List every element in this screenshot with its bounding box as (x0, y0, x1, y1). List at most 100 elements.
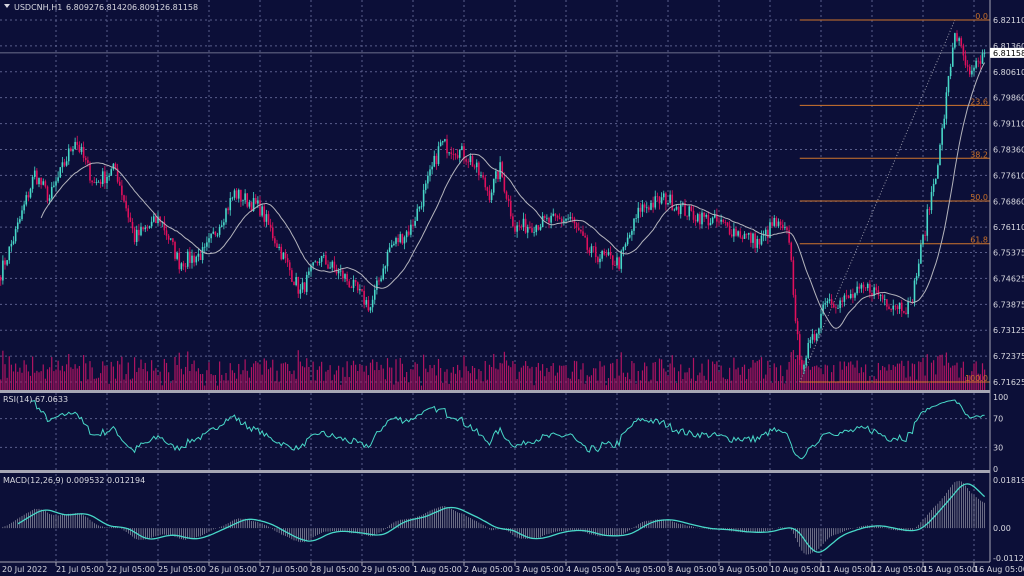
volume-bar (973, 363, 975, 390)
volume-bar (690, 378, 692, 390)
candle-body (463, 146, 465, 160)
volume-bar (905, 377, 907, 390)
candle-body (248, 202, 251, 207)
candle-body (620, 250, 623, 269)
volume-bar (155, 368, 157, 390)
candle-body (711, 217, 714, 223)
volume-bar (480, 371, 482, 390)
volume-bar (831, 372, 833, 390)
candle-body (284, 252, 287, 259)
candle-body (61, 162, 64, 168)
volume-bar (752, 359, 754, 390)
candle-body (280, 246, 283, 260)
candle-body (490, 192, 493, 201)
candle-body (771, 222, 773, 226)
candle-body (773, 217, 776, 226)
candle-body (176, 252, 178, 259)
volume-bar (261, 374, 263, 390)
volume-bar (699, 372, 701, 390)
candle-body (344, 274, 346, 279)
candle-body (754, 233, 756, 248)
candle-body (852, 294, 854, 298)
volume-bar (46, 369, 49, 390)
candle-body (741, 237, 744, 239)
candle-body (441, 141, 444, 143)
volume-bar (340, 384, 342, 390)
volume-bar (259, 364, 261, 390)
candle-body (150, 221, 153, 227)
volume-bar (981, 363, 984, 390)
candle-body (699, 214, 701, 225)
volume-bar (29, 375, 32, 390)
candle-body (23, 204, 25, 211)
volume-bar (395, 359, 397, 390)
candle-body (227, 208, 229, 211)
candle-body (501, 162, 504, 178)
volume-bar (741, 366, 743, 390)
volume-bar (637, 370, 639, 390)
price-tick-label: 6.73875 (993, 300, 1024, 309)
volume-bar (644, 362, 646, 390)
candle-body (346, 274, 348, 282)
candle-body (586, 237, 589, 250)
volume-bar (501, 363, 503, 390)
volume-bar (680, 364, 682, 390)
candle-body (497, 171, 499, 180)
candle-body (172, 238, 174, 243)
volume-bar (291, 374, 293, 390)
candle-body (131, 222, 134, 229)
volume-bar (380, 364, 382, 390)
candle-body (737, 231, 739, 236)
candle-body (223, 222, 225, 226)
candle-body (983, 52, 986, 54)
volume-bar (799, 358, 801, 390)
candle-body (703, 212, 705, 217)
candle-body (701, 212, 703, 225)
volume-bar (278, 381, 280, 390)
volume-bar (590, 375, 593, 390)
volume-bar (140, 359, 142, 390)
dropdown-triangle-icon[interactable] (4, 4, 10, 8)
candle-body (218, 226, 221, 235)
candle-body (356, 282, 359, 291)
volume-bar (567, 377, 569, 390)
volume-bar (556, 372, 559, 390)
candle-body (507, 198, 510, 202)
candle-body (794, 294, 797, 322)
candle-body (709, 222, 712, 226)
candle-body (752, 233, 754, 243)
candle-body (193, 255, 195, 263)
volume-bar (896, 363, 899, 390)
volume-bar (930, 362, 933, 390)
candle-body (864, 287, 867, 289)
candle-body (781, 224, 784, 228)
volume-bar (440, 368, 442, 390)
volume-bar (709, 381, 712, 390)
candle-body (384, 266, 387, 269)
candle-body (214, 231, 217, 235)
volume-bar (601, 366, 603, 390)
volume-bar (397, 381, 399, 390)
candle-body (633, 218, 635, 231)
volume-bar (535, 367, 537, 390)
volume-bar (486, 379, 488, 390)
volume-bar (348, 377, 350, 390)
volume-bar (703, 375, 705, 390)
candle-body (91, 180, 93, 183)
time-tick-label: 12 Aug 05:00 (872, 565, 926, 574)
volume-bar (250, 367, 253, 390)
candle-body (811, 334, 814, 340)
candle-body (786, 227, 788, 231)
volume-bar (272, 359, 274, 390)
volume-bar (233, 372, 236, 390)
candle-body (841, 300, 844, 302)
volume-bar (984, 369, 986, 390)
candle-body (206, 242, 208, 247)
volume-bar (408, 382, 410, 390)
volume-bar (792, 350, 794, 390)
candle-body (971, 70, 973, 75)
candle-body (74, 141, 76, 150)
volume-bar (945, 352, 947, 390)
fibonacci-retracement[interactable]: 0.0 23.6 38.2 50.0 61.8 100.0 (0, 12, 990, 383)
